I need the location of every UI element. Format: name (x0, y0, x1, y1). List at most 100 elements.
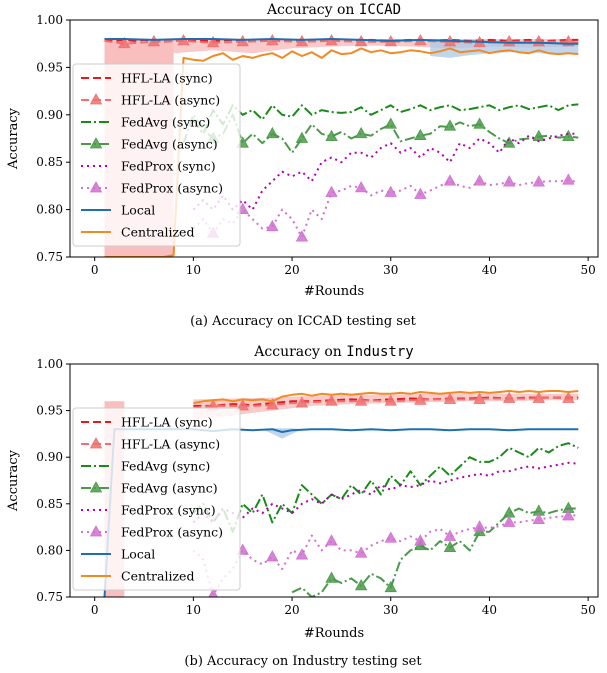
chart-title-prefix: Accuracy on (253, 344, 346, 360)
x-axis-label: #Rounds (304, 284, 364, 299)
chart-panel-iccad: Accuracy on ICCAD 0 10 20 30 40 50 0.75 0.80 0.85… (6, 2, 599, 329)
data-point-hfl-la-async (414, 393, 427, 405)
series-line-fedavg-sync (192, 103, 579, 135)
legend-label-hfl-la-async: HFL-LA (async) (121, 93, 220, 108)
data-point-fedprox-async (354, 180, 368, 193)
chart-title-dataset: ICCAD (359, 2, 401, 18)
figure-caption: (a) Accuracy on ICCAD testing set (190, 314, 417, 329)
data-point-hfl-la-async (473, 392, 486, 404)
y-tick-label: 0.85 (36, 155, 63, 169)
x-tick-label: 40 (482, 603, 497, 617)
data-point-fedprox-async (295, 548, 309, 560)
series-line-fedavg-async (182, 113, 579, 154)
chart-panel-industry: Accuracy on Industry 0 10 20 30 40 50 0.75 0.80 0… (6, 344, 599, 669)
data-point-fedprox-async (354, 546, 368, 558)
x-tick-label: 50 (580, 263, 595, 277)
legend: HFL-LA (sync) HFL-LA (async) FedAvg (sync)… (72, 407, 241, 591)
data-point-hfl-la-async (562, 391, 575, 403)
legend-marker-fedavg-async (89, 137, 103, 149)
data-point-fedprox-async (443, 174, 457, 186)
data-point-fedprox-async (325, 185, 338, 197)
y-tick-label: 1.00 (36, 13, 63, 27)
data-point-fedprox-async (384, 185, 397, 197)
legend-label-hfl-la-sync: HFL-LA (sync) (121, 71, 213, 86)
legend-label-fedavg-sync: FedAvg (sync) (121, 115, 210, 130)
data-point-hfl-la-async (236, 399, 249, 411)
data-point-fedprox-async (532, 175, 545, 187)
data-point-fedavg-async (295, 131, 309, 143)
x-axis-label: #Rounds (304, 626, 364, 641)
data-point-hfl-la-async (532, 391, 545, 403)
y-tick-label: 0.80 (36, 203, 63, 217)
legend-label-local: Local (121, 203, 155, 218)
data-point-hfl-la-async (443, 392, 457, 404)
series-line-centralized (193, 390, 579, 405)
series-line-fedavg-async (291, 507, 579, 597)
series-line-local (104, 38, 579, 45)
chart-title: Accuracy on ICCAD (266, 2, 401, 18)
data-point-fedprox-async (414, 534, 427, 546)
data-point-fedavg-async (266, 126, 279, 139)
data-point-hfl-la-async (266, 398, 279, 410)
data-point-fedavg-async (414, 128, 427, 141)
data-point-fedprox-async (414, 187, 427, 199)
data-point-fedprox-async (443, 529, 457, 541)
legend-label-hfl-la-async: HFL-LA (async) (121, 437, 220, 452)
data-point-hfl-la-async (503, 391, 516, 403)
chart-title-prefix: Accuracy on (266, 2, 359, 18)
data-point-hfl-la-async (354, 394, 368, 406)
data-point-fedprox-async (295, 230, 309, 242)
data-point-fedprox-async (532, 512, 545, 525)
data-point-fedavg-async (325, 571, 338, 583)
series-line-fedprox-async (192, 514, 579, 597)
data-point-fedprox-async (503, 515, 516, 527)
legend-label-fedprox-sync: FedProx (sync) (121, 159, 216, 174)
data-point-fedavg-async (443, 119, 457, 131)
y-tick-label: 1.00 (36, 357, 63, 371)
legend-label-local: Local (121, 547, 155, 562)
legend-label-fedavg-async: FedAvg (async) (121, 137, 218, 152)
legend-label-fedprox-sync: FedProx (sync) (121, 503, 216, 518)
x-tick-label: 40 (482, 263, 497, 277)
data-point-fedavg-async (325, 129, 338, 142)
legend-marker-fedprox-async (89, 181, 103, 193)
y-axis-label: Accuracy (6, 449, 21, 512)
legend-label-fedavg-async: FedAvg (async) (121, 481, 218, 496)
series-line-fedprox-async (192, 179, 579, 239)
legend-marker-fedavg-async (89, 481, 103, 493)
series-line-centralized (104, 47, 579, 257)
legend-box (72, 407, 241, 591)
legend-label-centralized: Centralized (121, 225, 194, 240)
legend: HFL-LA (sync) HFL-LA (async) FedAvg (sync)… (72, 63, 241, 247)
data-point-fedprox-async (503, 175, 516, 187)
x-tick-label: 50 (580, 603, 595, 617)
x-tick-label: 0 (91, 263, 99, 277)
x-tick-label: 30 (383, 603, 398, 617)
y-tick-label: 0.90 (36, 450, 63, 464)
data-point-fedavg-async (384, 117, 397, 129)
y-axis-label: Accuracy (6, 107, 21, 170)
axes-frame (69, 363, 599, 598)
data-point-fedavg-async (562, 129, 575, 142)
y-tick-label: 0.90 (36, 108, 63, 122)
y-tick-label: 0.75 (36, 590, 63, 604)
data-point-hfl-la-async (295, 396, 309, 408)
data-point-hfl-la-async (118, 36, 131, 49)
x-tick-label: 0 (91, 603, 99, 617)
data-point-fedavg-async (473, 117, 486, 129)
data-point-fedavg-async (503, 136, 516, 148)
data-point-fedprox-async (562, 173, 575, 185)
legend-label-fedprox-async: FedProx (async) (121, 525, 223, 540)
y-tick-label: 0.75 (36, 250, 63, 264)
data-point-hfl-la-async (206, 35, 220, 48)
axes-frame (69, 19, 599, 258)
legend-label-fedprox-async: FedProx (async) (121, 181, 223, 196)
series-line-fedprox-sync (192, 132, 579, 211)
x-tick-label: 30 (383, 263, 398, 277)
series-line-fedavg-sync (192, 442, 579, 533)
y-tick-label: 0.80 (36, 543, 63, 557)
legend-label-centralized: Centralized (121, 569, 194, 584)
chart-title-dataset: Industry (346, 344, 413, 360)
y-tick-label: 0.95 (36, 60, 63, 74)
